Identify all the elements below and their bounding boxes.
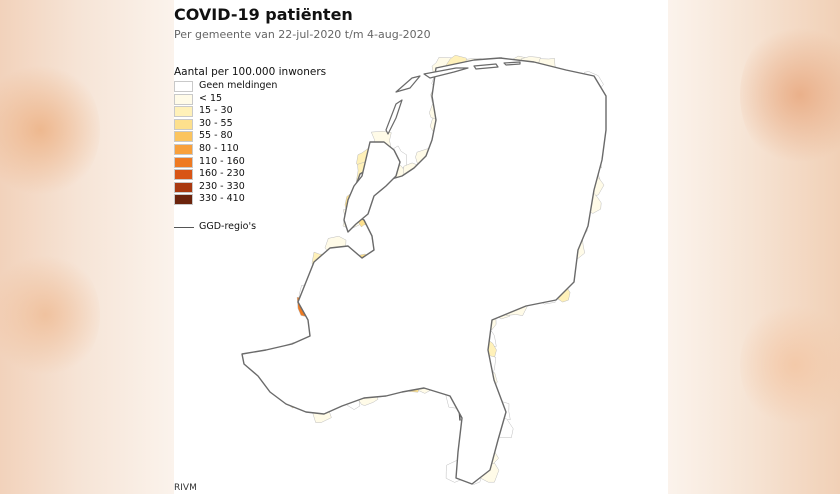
blurred-background-right xyxy=(668,0,840,494)
map-card: COVID-19 patiënten Per gemeente van 22-j… xyxy=(174,0,668,494)
legend-label: 55 - 80 xyxy=(199,130,233,142)
legend-label: 110 - 160 xyxy=(199,155,245,167)
legend-label: < 15 xyxy=(199,92,223,104)
country-outline xyxy=(241,57,607,485)
legend-label: 230 - 330 xyxy=(199,180,245,192)
legend-swatch xyxy=(174,93,193,105)
island xyxy=(503,61,521,66)
blurred-background-left xyxy=(0,0,174,494)
landmass xyxy=(241,57,607,485)
legend-swatch xyxy=(174,169,193,181)
legend-label: 30 - 55 xyxy=(199,117,233,129)
legend-swatch xyxy=(174,156,193,168)
source-label: RIVM xyxy=(174,483,197,493)
island xyxy=(395,75,421,93)
legend-swatch xyxy=(174,143,193,155)
legend-label: 160 - 230 xyxy=(199,168,245,180)
legend-swatch xyxy=(174,194,193,206)
legend-swatch xyxy=(174,81,193,92)
island xyxy=(423,67,469,79)
legend-title: Aantal per 100.000 inwoners xyxy=(174,66,327,78)
ggd-region-line-icon xyxy=(174,227,194,228)
legend-ggd-region-label: GGD-regio's xyxy=(199,221,257,232)
landmass xyxy=(343,141,401,233)
map-subtitle: Per gemeente van 22-jul-2020 t/m 4-aug-2… xyxy=(174,28,431,41)
map-title: COVID-19 patiënten xyxy=(174,5,353,24)
legend-label: 80 - 110 xyxy=(199,142,239,154)
island xyxy=(473,63,499,70)
legend-swatch xyxy=(174,118,193,130)
netherlands-map xyxy=(241,54,607,485)
legend-label: 330 - 410 xyxy=(199,193,245,205)
legend-swatch xyxy=(174,131,193,143)
legend-swatch xyxy=(174,106,193,118)
legend-label: 15 - 30 xyxy=(199,105,233,117)
legend-label: Geen meldingen xyxy=(199,80,278,91)
island xyxy=(385,99,403,135)
legend-swatch xyxy=(174,181,193,193)
